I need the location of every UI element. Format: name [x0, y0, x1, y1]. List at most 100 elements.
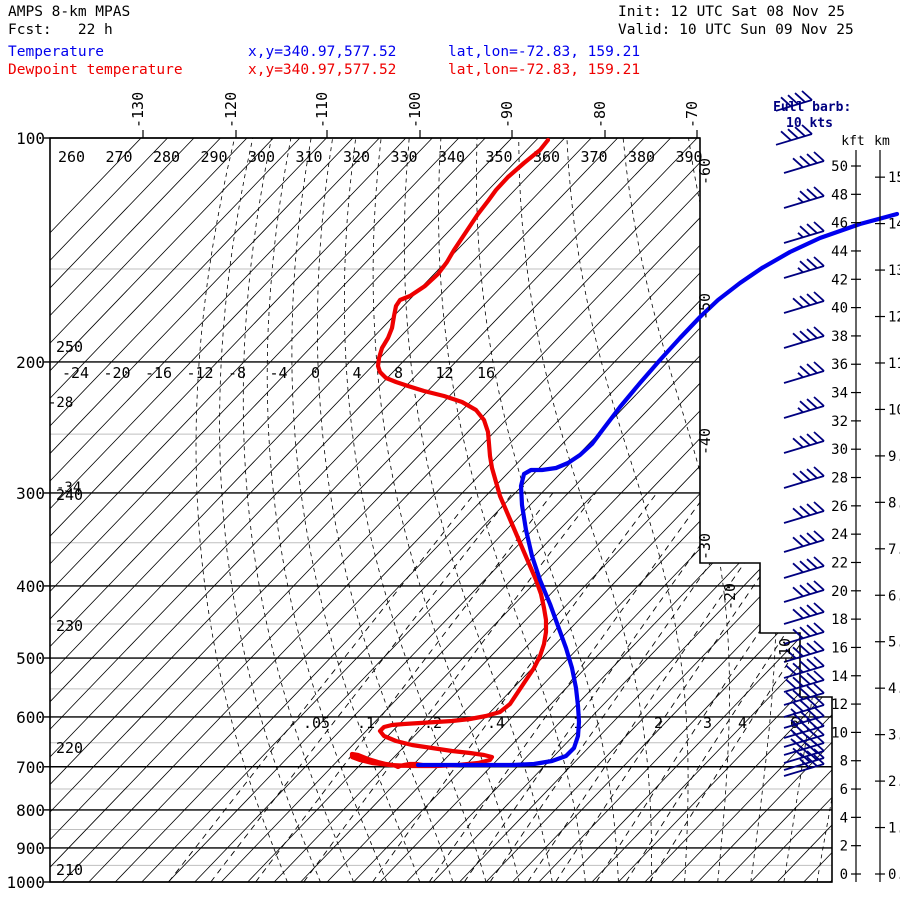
svg-text:0: 0 — [311, 364, 320, 382]
svg-text:16: 16 — [831, 640, 848, 656]
dewpoint-legend-label: Dewpoint temperature — [8, 62, 183, 78]
svg-text:-20: -20 — [721, 583, 739, 610]
svg-text:km: km — [874, 134, 890, 149]
inline-grid-labels: 260 270 280 290 300 310 320 330 340 350 360 370 380 3… — [48, 148, 799, 879]
svg-text:8.: 8. — [888, 495, 900, 511]
svg-text:7.: 7. — [888, 542, 900, 558]
svg-text:4: 4 — [840, 810, 848, 826]
svg-text:38: 38 — [831, 329, 848, 345]
svg-text:-28: -28 — [48, 395, 73, 411]
svg-text:3.: 3. — [888, 728, 900, 744]
svg-text:4: 4 — [353, 364, 362, 382]
svg-text:4: 4 — [738, 714, 747, 732]
svg-text:9.: 9. — [888, 449, 900, 465]
svg-text:1.: 1. — [888, 821, 900, 837]
svg-text:-80: -80 — [591, 101, 609, 128]
forecast-hour: Fcst: 22 h — [8, 22, 113, 38]
svg-text:390: 390 — [676, 148, 703, 166]
svg-text:270: 270 — [106, 148, 133, 166]
svg-text:8: 8 — [840, 754, 848, 770]
svg-text:320: 320 — [343, 148, 370, 166]
svg-text:370: 370 — [581, 148, 608, 166]
right-isotherm-axis-labels: -60 -50 -40 -30 -20 -10 — [696, 158, 794, 665]
temperature-xy: x,y=340.97,577.52 — [248, 44, 397, 60]
svg-text:250: 250 — [56, 338, 83, 356]
dewpoint-curve — [349, 137, 551, 770]
svg-text:600: 600 — [16, 708, 45, 727]
svg-text:700: 700 — [16, 758, 45, 777]
svg-text:-90: -90 — [498, 101, 516, 128]
svg-text:28: 28 — [831, 471, 848, 487]
svg-text:-120: -120 — [222, 92, 240, 128]
wind-barb-column — [783, 151, 825, 777]
svg-text:42: 42 — [831, 272, 848, 288]
svg-text:13.: 13. — [888, 263, 900, 279]
svg-text:-34: -34 — [56, 480, 81, 496]
svg-text:30: 30 — [831, 442, 848, 458]
svg-text:260: 260 — [58, 148, 85, 166]
svg-text:-60: -60 — [696, 158, 714, 185]
svg-text:14.: 14. — [888, 217, 900, 233]
svg-text:12.: 12. — [888, 310, 900, 326]
svg-text:310: 310 — [296, 148, 323, 166]
svg-text:50: 50 — [831, 159, 848, 175]
full-barb-legend-line1: Full barb: — [773, 100, 852, 115]
svg-text:26: 26 — [831, 499, 848, 515]
svg-text:4.: 4. — [888, 681, 900, 697]
valid-time: Valid: 10 UTC Sun 09 Nov 25 — [618, 22, 854, 38]
svg-text:500: 500 — [16, 649, 45, 668]
svg-text:240: 240 — [56, 486, 83, 504]
dewpoint-latlon: lat,lon=-72.83, 159.21 — [448, 62, 641, 78]
svg-text:3: 3 — [703, 714, 712, 732]
full-barb-legend-symbol — [775, 90, 813, 146]
model-title: AMPS 8-km MPAS — [8, 4, 131, 20]
svg-text:200: 200 — [16, 353, 45, 372]
svg-text:22: 22 — [831, 555, 848, 571]
svg-text:32: 32 — [831, 414, 848, 430]
svg-text:280: 280 — [153, 148, 180, 166]
svg-text:0.: 0. — [888, 867, 900, 883]
svg-text:8: 8 — [394, 364, 403, 382]
svg-text:380: 380 — [628, 148, 655, 166]
temperature-curve — [415, 211, 900, 768]
svg-text:10.: 10. — [888, 402, 900, 418]
svg-text:-40: -40 — [696, 428, 714, 455]
svg-text:.1: .1 — [357, 714, 375, 732]
temperature-latlon: lat,lon=-72.83, 159.21 — [448, 44, 641, 60]
top-isotherm-axis-labels: -130 -120 -110 -100 -90 -80 -70 — [129, 92, 701, 138]
svg-text:-4: -4 — [270, 364, 288, 382]
svg-text:40: 40 — [831, 301, 848, 317]
svg-text:kft: kft — [841, 134, 864, 149]
svg-text:0: 0 — [840, 867, 848, 883]
svg-text:10: 10 — [831, 725, 848, 741]
svg-text:-70: -70 — [683, 101, 701, 128]
svg-text:230: 230 — [56, 617, 83, 635]
svg-text:350: 350 — [486, 148, 513, 166]
svg-text:6: 6 — [840, 782, 848, 798]
svg-text:210: 210 — [56, 861, 83, 879]
svg-text:300: 300 — [248, 148, 275, 166]
svg-text:.05: .05 — [303, 714, 330, 732]
svg-text:900: 900 — [16, 839, 45, 858]
svg-text:-100: -100 — [406, 92, 424, 128]
svg-text:290: 290 — [201, 148, 228, 166]
pressure-axis: 100 200 300 400 500 600 700 800 900 1000 — [6, 129, 50, 892]
init-time: Init: 12 UTC Sat 08 Nov 25 — [618, 4, 845, 20]
pressure-major-gridlines — [50, 137, 832, 883]
svg-text:12: 12 — [436, 364, 454, 382]
isotherm-lines — [50, 138, 832, 882]
svg-text:2.: 2. — [888, 774, 900, 790]
svg-text:46: 46 — [831, 216, 848, 232]
svg-text:-20: -20 — [104, 364, 131, 382]
svg-text:330: 330 — [391, 148, 418, 166]
svg-text:-12: -12 — [187, 364, 214, 382]
svg-text:12: 12 — [831, 697, 848, 713]
svg-text:2: 2 — [840, 839, 848, 855]
svg-text:220: 220 — [56, 739, 83, 757]
svg-text:300: 300 — [16, 484, 45, 503]
svg-text:400: 400 — [16, 577, 45, 596]
svg-text:2: 2 — [654, 714, 663, 732]
mixing-ratio-lines — [168, 492, 832, 882]
moist-adiabat-lines — [195, 138, 832, 882]
